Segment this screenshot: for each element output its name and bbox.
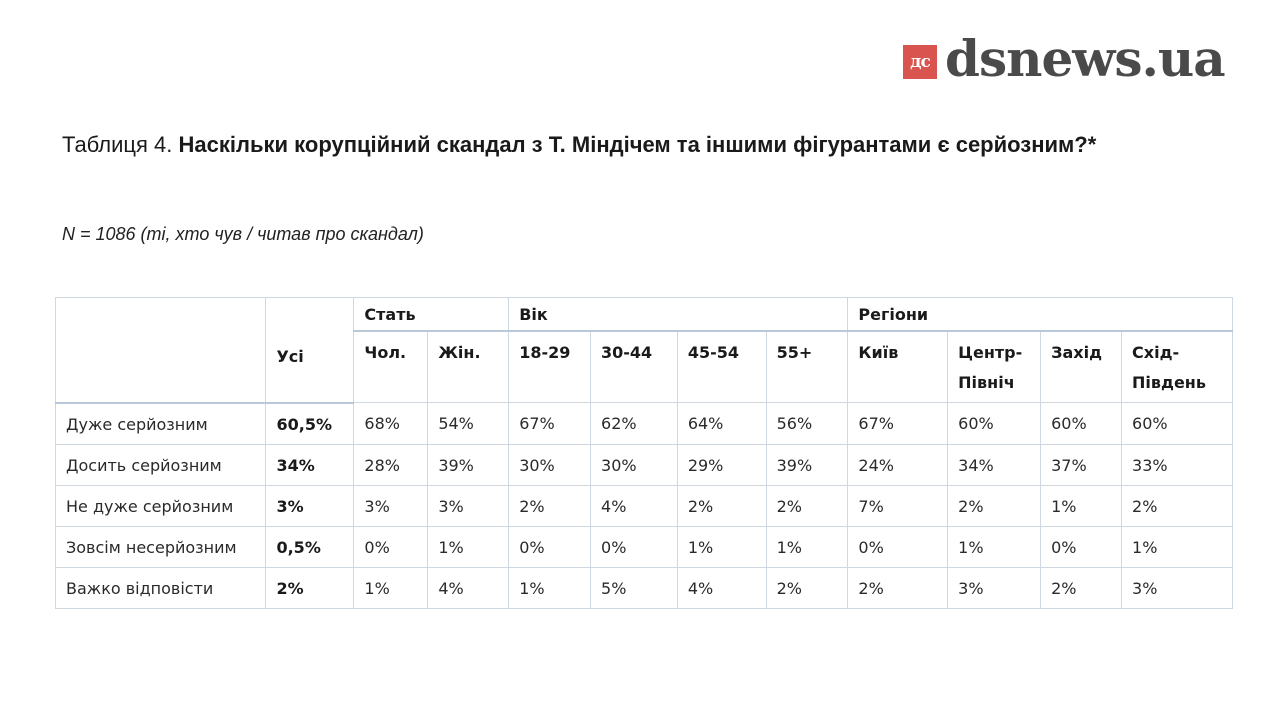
cell: 3% (1121, 566, 1233, 609)
cell: 0% (508, 525, 592, 568)
cell: 29% (676, 443, 767, 486)
cell: 1% (1121, 525, 1233, 568)
cell: 4% (427, 566, 510, 609)
cell: 3% (947, 566, 1042, 609)
cell-all: 34% (265, 443, 355, 486)
col-header-all: Усі (265, 297, 355, 404)
table-row: Досить серйозним 34% 28% 39% 30% 30% 29%… (54, 443, 1233, 486)
cell: 3% (353, 484, 429, 527)
cell: 0% (1040, 525, 1123, 568)
cell: 2% (1121, 484, 1233, 527)
cell: 56% (765, 402, 849, 445)
cell: 2% (508, 484, 592, 527)
col-header-45-54: 45-54 (676, 330, 767, 403)
cell: 37% (1040, 443, 1123, 486)
row-label: Зовсім несерйозним (54, 525, 267, 568)
cell: 60% (1040, 402, 1123, 445)
cell: 34% (947, 443, 1042, 486)
cell: 24% (847, 443, 949, 486)
cell: 39% (765, 443, 849, 486)
cell: 1% (676, 525, 767, 568)
cell: 1% (508, 566, 592, 609)
cell: 4% (676, 566, 767, 609)
cell: 33% (1121, 443, 1233, 486)
row-label: Дуже серйозним (54, 402, 267, 445)
cell: 0% (847, 525, 949, 568)
cell: 4% (590, 484, 678, 527)
cell: 67% (508, 402, 592, 445)
table-row: Важко відповісти 2% 1% 4% 1% 5% 4% 2% 2%… (54, 566, 1233, 609)
col-header-30-44: 30-44 (590, 330, 678, 403)
cell: 30% (590, 443, 678, 486)
cell: 54% (427, 402, 510, 445)
logo-text: dsnews.ua (945, 29, 1226, 88)
cell: 1% (353, 566, 429, 609)
sample-size-note: N = 1086 (ті, хто чув / читав про сканда… (62, 224, 424, 244)
cell: 7% (847, 484, 949, 527)
cell-all: 2% (265, 566, 355, 609)
site-logo[interactable]: дс dsnews.ua (903, 29, 1226, 88)
col-header-female: Жін. (427, 330, 510, 403)
cell: 1% (947, 525, 1042, 568)
cell: 2% (676, 484, 767, 527)
cell-all: 0,5% (265, 525, 355, 568)
col-header-55-plus: 55+ (765, 330, 849, 403)
table-row: Не дуже серйозним 3% 3% 3% 2% 4% 2% 2% 7… (54, 484, 1233, 527)
cell: 2% (1040, 566, 1123, 609)
cell: 1% (1040, 484, 1123, 527)
cell: 62% (590, 402, 678, 445)
group-header-row: Усі Стать Вік Регіони (54, 297, 1233, 404)
col-header-west: Захід (1040, 330, 1123, 403)
cell: 60% (947, 402, 1042, 445)
table-number: Таблиця 4. (62, 132, 173, 157)
table-row: Зовсім несерйозним 0,5% 0% 1% 0% 0% 1% 1… (54, 525, 1233, 568)
table-question: Наскільки корупційний скандал з Т. Мінді… (178, 132, 1097, 157)
cell: 2% (947, 484, 1042, 527)
cell: 2% (765, 566, 849, 609)
table-title: Таблиця 4. Наскільки корупційний скандал… (62, 128, 1222, 162)
survey-table: Усі Стать Вік Регіони Чол. Жін. 18-29 30… (54, 297, 1233, 609)
col-header-kyiv: Київ (847, 330, 949, 403)
group-header-sex: Стать (353, 297, 510, 332)
cell: 3% (427, 484, 510, 527)
col-header-center-north: Центр-Північ (947, 330, 1042, 403)
cell: 1% (427, 525, 510, 568)
cell: 2% (847, 566, 949, 609)
cell-all: 60,5% (265, 402, 355, 445)
cell: 0% (353, 525, 429, 568)
cell: 60% (1121, 402, 1233, 445)
cell: 0% (590, 525, 678, 568)
cell: 67% (847, 402, 949, 445)
cell: 28% (353, 443, 429, 486)
cell-all: 3% (265, 484, 355, 527)
row-label: Не дуже серйозним (54, 484, 267, 527)
cell: 2% (765, 484, 849, 527)
column-header-row: Чол. Жін. 18-29 30-44 45-54 55+ Київ Цен… (56, 330, 1233, 403)
cell: 39% (427, 443, 510, 486)
cell: 64% (676, 402, 767, 445)
group-header-regions: Регіони (847, 297, 1233, 332)
col-header-18-29: 18-29 (508, 330, 592, 403)
corner-cell (54, 297, 267, 404)
logo-badge-icon: дс (903, 45, 937, 79)
cell: 5% (590, 566, 678, 609)
cell: 68% (353, 402, 429, 445)
cell: 1% (765, 525, 849, 568)
table-row: Дуже серйозним 60,5% 68% 54% 67% 62% 64%… (54, 402, 1233, 445)
cell: 30% (508, 443, 592, 486)
row-label: Важко відповісти (54, 566, 267, 609)
row-label: Досить серйозним (54, 443, 267, 486)
col-header-male: Чол. (353, 330, 429, 403)
group-header-age: Вік (508, 297, 849, 332)
col-header-east-south: Схід-Південь (1121, 330, 1233, 403)
